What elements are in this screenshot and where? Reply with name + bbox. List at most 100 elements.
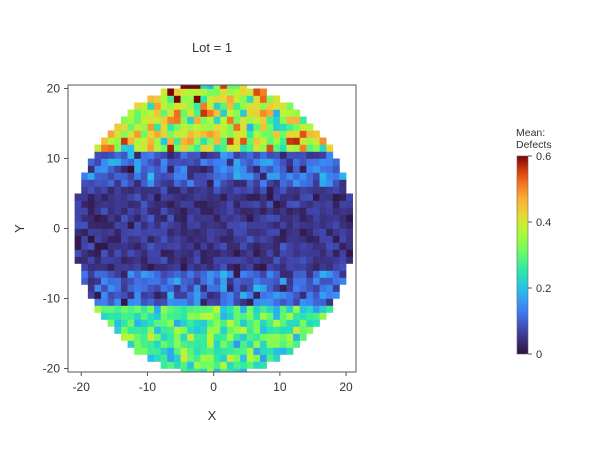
heatmap-cell xyxy=(140,277,148,285)
heatmap-cell xyxy=(299,193,307,201)
heatmap-cell xyxy=(200,116,208,124)
heatmap-cell xyxy=(147,277,155,285)
heatmap-cell xyxy=(147,228,155,236)
heatmap-cell xyxy=(260,109,267,117)
heatmap-cell xyxy=(293,165,301,173)
heatmap-cell xyxy=(266,319,274,327)
heatmap-cell xyxy=(286,207,294,215)
heatmap-cell xyxy=(127,256,135,264)
heatmap-cell xyxy=(326,200,334,208)
heatmap-cell xyxy=(147,109,155,117)
heatmap-cell xyxy=(101,137,109,145)
heatmap-cell xyxy=(180,207,188,215)
heatmap-cell xyxy=(253,326,261,334)
heatmap-cell xyxy=(120,193,128,201)
heatmap-cell xyxy=(240,312,248,320)
heatmap-cell xyxy=(240,333,248,341)
heatmap-cell xyxy=(167,319,175,327)
heatmap-cell xyxy=(180,361,188,369)
heatmap-cell xyxy=(173,207,181,215)
heatmap-cell xyxy=(107,165,115,173)
heatmap-cell xyxy=(319,207,327,215)
heatmap-cell xyxy=(87,221,95,229)
heatmap-cell xyxy=(154,172,161,180)
heatmap-cell xyxy=(173,95,181,103)
heatmap-cell xyxy=(253,95,261,103)
heatmap-cell xyxy=(127,144,135,152)
heatmap-cell xyxy=(87,235,95,243)
heatmap-cell xyxy=(187,85,195,89)
heatmap-cell xyxy=(207,193,214,201)
heatmap-cell xyxy=(207,137,214,145)
heatmap-cell xyxy=(293,333,301,341)
heatmap-cell xyxy=(187,305,195,313)
heatmap-cell xyxy=(187,179,195,187)
heatmap-cell xyxy=(147,305,155,313)
heatmap-cell xyxy=(173,221,181,229)
heatmap-cell xyxy=(101,291,109,299)
heatmap-cell xyxy=(306,214,314,222)
heatmap-cell xyxy=(273,291,281,299)
heatmap-cell xyxy=(299,319,307,327)
heatmap-cell xyxy=(207,172,214,180)
heatmap-cell xyxy=(319,179,327,187)
heatmap-cell xyxy=(160,361,168,369)
heatmap-cell xyxy=(147,256,155,264)
heatmap-cell xyxy=(332,284,340,292)
heatmap-cell xyxy=(226,291,234,299)
heatmap-cell xyxy=(226,116,234,124)
heatmap-cell xyxy=(279,102,287,110)
heatmap-cell xyxy=(167,158,175,166)
heatmap-cell xyxy=(286,249,294,257)
heatmap-cell xyxy=(220,102,228,110)
heatmap-cell xyxy=(246,319,254,327)
heatmap-cell xyxy=(220,214,228,222)
heatmap-cell xyxy=(94,165,102,173)
heatmap-cell xyxy=(266,256,274,264)
heatmap-cell xyxy=(187,354,195,362)
heatmap-cell xyxy=(154,319,161,327)
heatmap-cell xyxy=(279,284,287,292)
heatmap-cell xyxy=(226,319,234,327)
heatmap-cell xyxy=(332,228,340,236)
heatmap-cell xyxy=(306,270,314,278)
heatmap-cell xyxy=(94,193,102,201)
heatmap-cell xyxy=(180,347,188,355)
heatmap-cell xyxy=(332,179,340,187)
heatmap-cell xyxy=(240,361,248,369)
heatmap-cell xyxy=(180,193,188,201)
heatmap-cell xyxy=(173,242,181,250)
heatmap-cell xyxy=(299,116,307,124)
heatmap-cell xyxy=(312,249,320,257)
heatmap-cell xyxy=(193,284,201,292)
heatmap-cell xyxy=(260,158,267,166)
heatmap-cell xyxy=(260,333,267,341)
heatmap-cell xyxy=(173,158,181,166)
heatmap-cell xyxy=(200,137,208,145)
heatmap-cell xyxy=(233,179,241,187)
heatmap-cell xyxy=(127,235,135,243)
heatmap-cell xyxy=(160,340,168,348)
heatmap-cell xyxy=(114,221,122,229)
heatmap-cell xyxy=(233,186,241,194)
heatmap-cell xyxy=(187,319,195,327)
heatmap-cell xyxy=(286,263,294,271)
heatmap-cell xyxy=(187,88,195,96)
heatmap-cell xyxy=(127,214,135,222)
heatmap-cell xyxy=(299,179,307,187)
heatmap-cell xyxy=(200,85,208,89)
heatmap-cell xyxy=(233,249,241,257)
heatmap-cell xyxy=(319,193,327,201)
heatmap-cell xyxy=(187,256,195,264)
heatmap-cell xyxy=(220,109,228,117)
heatmap-cell xyxy=(207,347,214,355)
heatmap-cell xyxy=(240,214,248,222)
heatmap-cell xyxy=(260,151,267,159)
heatmap-cell xyxy=(134,137,142,145)
heatmap-cell xyxy=(134,172,142,180)
heatmap-cell xyxy=(154,95,161,103)
heatmap-cell xyxy=(160,200,168,208)
heatmap-cell xyxy=(180,186,188,194)
heatmap-cell xyxy=(101,172,109,180)
heatmap-cell xyxy=(193,137,201,145)
